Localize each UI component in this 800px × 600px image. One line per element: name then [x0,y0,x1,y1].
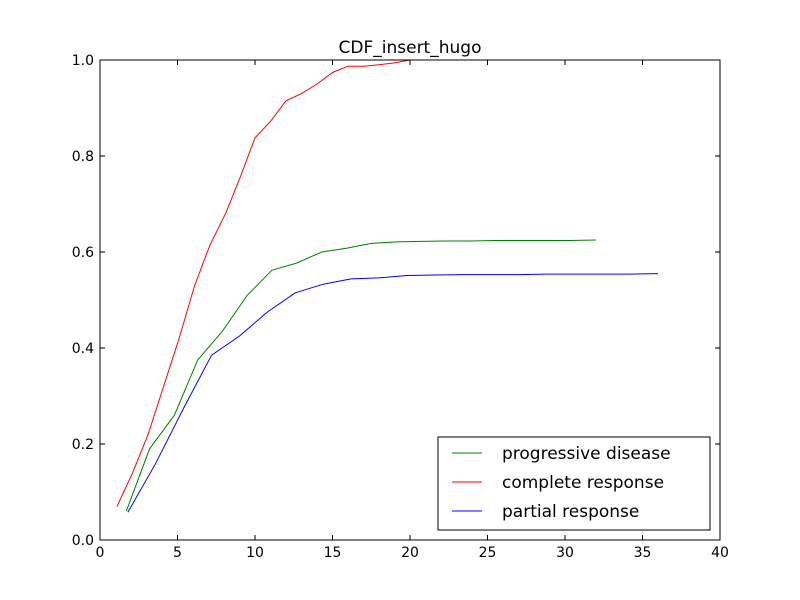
legend-box [437,436,711,531]
series-line-partial-response [127,273,659,513]
x-tick-label: 30 [556,545,574,561]
chart-title: CDF_insert_hugo [339,38,482,58]
series-layer [116,59,659,513]
x-tick-label: 35 [634,545,652,561]
y-tick-label: 1.0 [72,53,94,69]
axis-layer: 0 5 10 15 20 25 30 35 40 0.0 0.2 0.4 0.6 0.8 1.0 [72,53,729,561]
y-tick-label: 0.0 [72,533,94,549]
x-tick-label: 40 [711,545,729,561]
y-tick-label: 0.6 [72,245,94,261]
y-tick-label: 0.8 [72,149,94,165]
y-tick-label: 0.2 [72,437,94,453]
series-line-complete-response [116,59,411,507]
x-tick-label: 5 [173,545,182,561]
x-tick-label: 20 [401,545,419,561]
y-tick-label: 0.4 [72,341,94,357]
x-tick-label: 15 [324,545,342,561]
legend-label-progressive-disease: progressive disease [502,444,671,464]
x-tick-label: 0 [96,545,105,561]
x-tick-label: 10 [246,545,264,561]
series-line-progressive-disease [125,239,597,512]
legend: progressive disease complete response pa… [437,436,711,531]
x-tick-label: 25 [479,545,497,561]
legend-label-partial-response: partial response [502,502,639,522]
legend-label-complete-response: complete response [502,473,664,493]
